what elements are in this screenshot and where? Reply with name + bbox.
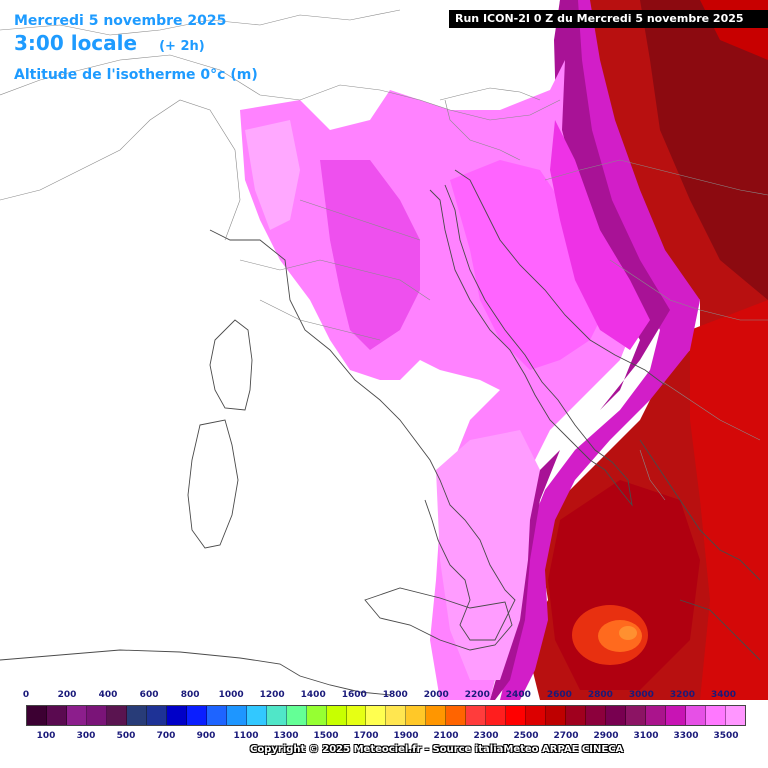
utc-offset: (+ 2h) [159,39,205,54]
legend-swatch [705,706,726,725]
legend-top-label: 800 [180,690,200,700]
legend-swatch [666,706,686,725]
legend-swatch [685,706,706,725]
legend-swatch [626,706,647,725]
legend-top-label: 1400 [300,690,326,700]
legend-swatch [226,706,247,725]
legend-swatch [606,706,627,725]
legend-top-label: 2800 [587,690,613,700]
legend-swatch [146,706,167,725]
legend-top-label: 3400 [710,690,737,700]
legend-bottom-label: 500 [116,731,136,741]
legend-swatch [126,706,147,725]
legend-top-label: 600 [139,690,159,700]
legend-swatch [86,706,107,725]
legend-bottom-label: 2900 [593,731,619,741]
legend-swatch [446,706,467,725]
legend-swatch [346,706,367,725]
map-header: Mercredi 5 novembre 2025 3:00 locale (+ … [14,12,258,83]
isotherm-field-warm [525,0,768,700]
legend-top-label: 2000 [423,690,449,700]
legend-swatch [506,706,527,725]
legend-bottom-label: 3300 [673,731,699,741]
legend-swatch [546,706,567,725]
legend-swatch [366,706,387,725]
legend-top-labels: 0 200 400 600 800 1000 1200 1400 1600 1800 2000 220… [0,690,768,704]
legend-swatch [386,706,407,725]
legend-bottom-label: 700 [156,731,176,741]
legend-swatch [466,706,487,725]
legend-bottom-label: 1100 [233,731,259,741]
parameter-label: Altitude de l'isotherme 0°c (m) [14,67,258,83]
legend-bottom-label: 1900 [393,731,419,741]
legend-bottom-labels: 100 300 500 700 900 1100 1300 1500 1700 1900 2100 2… [0,731,768,745]
legend-top-label: 200 [57,690,77,700]
isotherm-field-pink [240,60,650,700]
legend-swatch [46,706,67,725]
legend-top-label: 3200 [669,690,695,700]
legend-bottom-label: 2500 [513,731,539,741]
legend-top-label: 2400 [505,690,531,700]
legend-top-label: 1000 [218,690,244,700]
legend-top-label: 400 [98,690,118,700]
legend-swatch [106,706,127,725]
legend-bottom-label: 100 [36,731,56,741]
legend-swatch [166,706,187,725]
legend-swatch [646,706,666,725]
legend-swatch [206,706,227,725]
legend-swatch [426,706,447,725]
legend-bottom-label: 1500 [313,731,339,741]
legend-swatch [586,706,607,725]
legend-bottom-label: 2100 [433,731,459,741]
legend-top-label: 0 [22,690,30,700]
legend-swatch [725,706,745,725]
legend-bottom-label: 3500 [713,731,739,741]
legend-swatch [326,706,347,725]
legend-swatch [526,706,547,725]
legend-top-label: 2600 [546,690,572,700]
legend-bottom-label: 3100 [633,731,659,741]
legend-swatch [306,706,327,725]
legend-bottom-label: 2300 [473,731,499,741]
legend-top-label: 1800 [382,690,408,700]
legend-swatch [266,706,287,725]
color-scale-bar [26,705,746,726]
copyright: Copyright © 2025 Meteociel.fr - Source i… [250,744,624,755]
legend-swatch [566,706,587,725]
forecast-date: Mercredi 5 novembre 2025 [14,13,227,29]
legend-swatch [27,706,47,725]
country-borders [0,9,768,501]
legend-top-label: 3000 [628,690,654,700]
legend-bottom-label: 2700 [553,731,579,741]
legend-swatch [186,706,207,725]
legend-swatch [286,706,307,725]
legend-swatch [406,706,427,725]
legend-bottom-label: 1300 [273,731,299,741]
legend-top-label: 2200 [464,690,490,700]
isotherm-field-magenta [490,0,700,700]
legend-swatch [66,706,87,725]
forecast-time: 3:00 locale [14,31,138,55]
legend-swatch [246,706,267,725]
run-banner: Run ICON-2I 0 Z du Mercredi 5 novembre 2… [449,10,768,28]
legend-bottom-label: 300 [76,731,96,741]
legend-top-label: 1600 [341,690,367,700]
legend-swatch [486,706,507,725]
legend-bottom-label: 1700 [353,731,379,741]
legend-bottom-label: 900 [196,731,216,741]
legend-top-label: 1200 [259,690,285,700]
